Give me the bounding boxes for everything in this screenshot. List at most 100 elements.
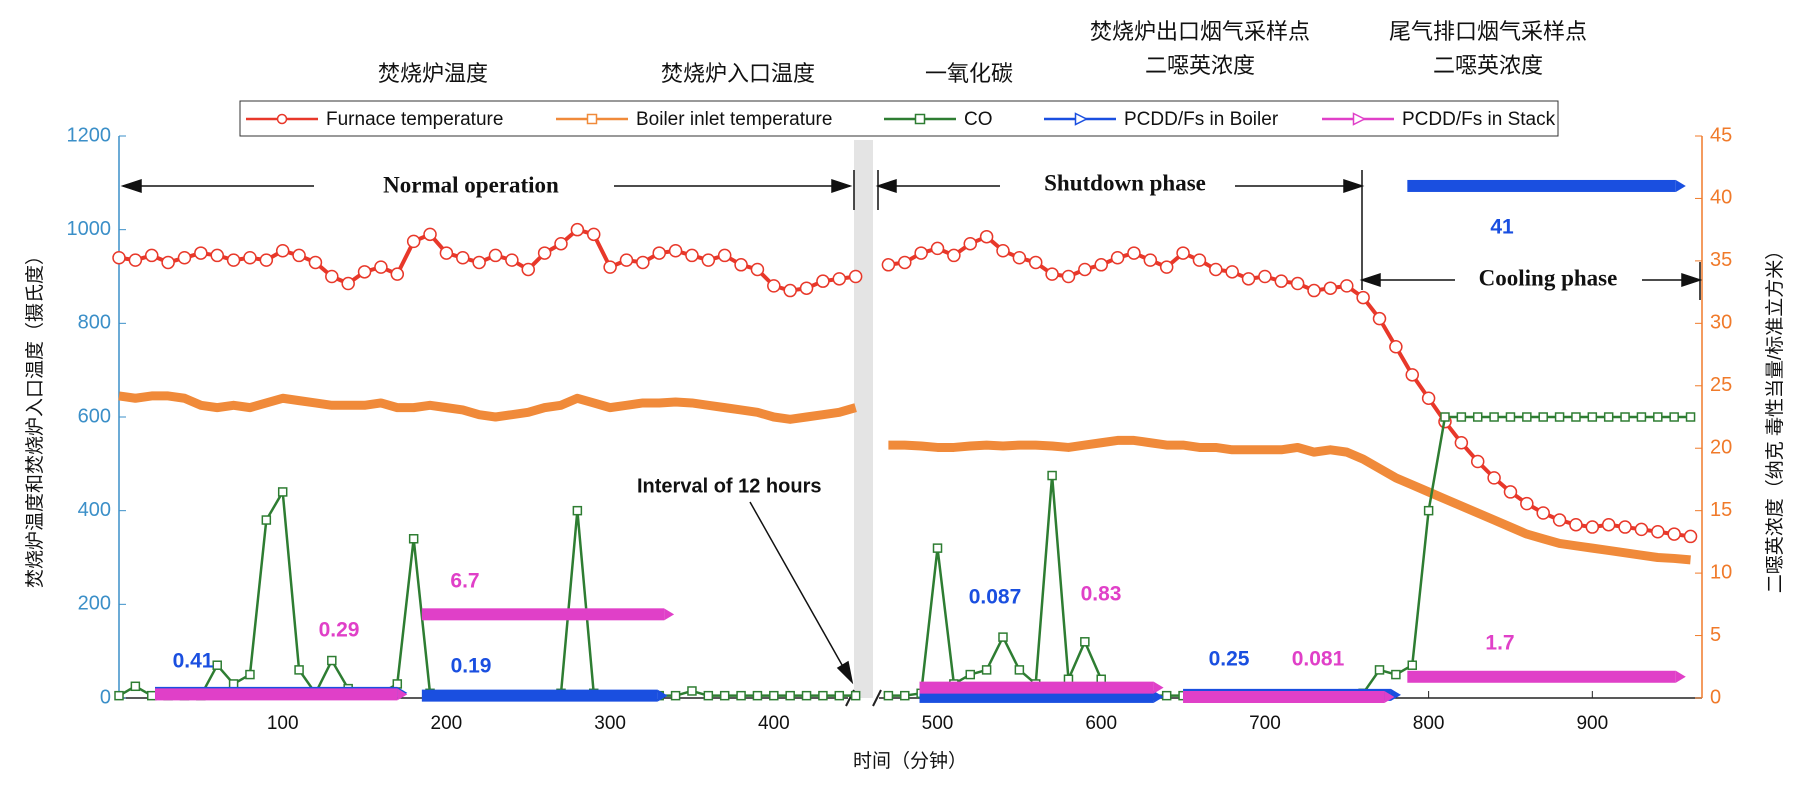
y2-tick-label: 10 [1710,561,1732,583]
point [685,248,699,263]
point [1080,637,1090,647]
segment-bar [1183,690,1385,703]
value-label: 0.41 [173,650,214,673]
point [1143,253,1158,267]
point [963,236,978,251]
point [261,515,272,525]
point [586,227,601,242]
x-axis-label: 时间（分钟） [853,750,967,772]
point [603,260,617,274]
point [1405,368,1419,382]
point [1489,412,1499,422]
header: 焚烧炉出口烟气采样点 [1090,19,1310,44]
point [228,679,239,689]
point [979,229,994,244]
point [1487,471,1501,485]
point [818,690,828,701]
point [161,255,175,270]
point [1061,269,1076,284]
point [687,686,697,696]
point [1505,412,1516,422]
y2-tick-label: 30 [1710,312,1732,334]
point [406,234,421,249]
y2-tick-label: 0 [1710,686,1721,708]
y-tick-label: 600 [78,405,111,427]
point [1421,391,1436,406]
segment-bar [1407,670,1676,683]
point [325,269,339,284]
point [1389,340,1403,354]
point [1569,517,1583,532]
y2-tick-label: 25 [1710,374,1732,396]
phase-arrows [120,170,1703,685]
point [226,253,241,267]
point [736,690,746,701]
point [1603,412,1614,422]
value-label: 1.7 [1485,632,1514,655]
y2-tick-label: 35 [1710,249,1732,271]
point [1454,436,1469,450]
point [619,253,634,267]
point [750,262,765,277]
header: 尾气排口烟气采样点 [1389,19,1587,44]
x-tick-label: 200 [431,713,463,734]
break-mark [872,689,882,707]
segment-arrow [657,689,668,702]
point [1423,505,1434,516]
point [1307,283,1321,298]
segment-bar [919,681,1154,694]
point [947,248,961,263]
point [1258,269,1272,284]
point [456,251,470,265]
point [1620,412,1630,422]
point [783,283,797,298]
point [981,665,992,675]
point [408,534,419,544]
point [932,543,943,553]
point [308,255,323,270]
point [834,690,845,701]
segment-arrow [1384,690,1395,703]
y2-tick-label: 5 [1710,624,1721,646]
point [327,655,337,666]
point [801,690,812,701]
point [703,690,714,701]
point [1209,262,1223,277]
point [128,253,143,267]
series-line [118,227,1691,539]
point [1241,272,1256,286]
header: 焚烧炉入口温度 [661,61,815,86]
point [1683,529,1698,544]
point [1587,412,1598,422]
point [1653,412,1663,422]
point [1192,253,1207,267]
point [930,241,945,256]
point [965,669,976,680]
y2-tick-label: 15 [1710,499,1732,521]
header: 焚烧炉温度 [378,61,488,86]
point [537,246,552,260]
value-label: 0.83 [1081,583,1122,606]
legend-label: PCDD/Fs in Stack [1402,109,1556,130]
point [114,690,124,701]
legend-marker [1074,112,1089,126]
point [1440,412,1450,422]
point [245,669,255,680]
y-tick-label: 1200 [67,124,112,146]
point [1014,665,1025,675]
y2-axis-label: 二噁英浓度（纳克 毒性当量/标准立方米） [1764,241,1786,594]
point [374,260,388,274]
phase-label: Cooling phase [1479,265,1618,290]
legend-label: PCDD/Fs in Boiler [1124,109,1279,130]
legend-marker [914,113,926,125]
point [521,262,536,277]
point [701,253,716,267]
point [881,258,896,272]
x-tick-label: 500 [922,713,954,734]
point [1685,412,1696,422]
annotation: Interval of 12 hours [637,475,822,497]
point [785,690,795,701]
phase-label: Normal operation [383,172,559,197]
segment-arrow [1153,681,1164,694]
